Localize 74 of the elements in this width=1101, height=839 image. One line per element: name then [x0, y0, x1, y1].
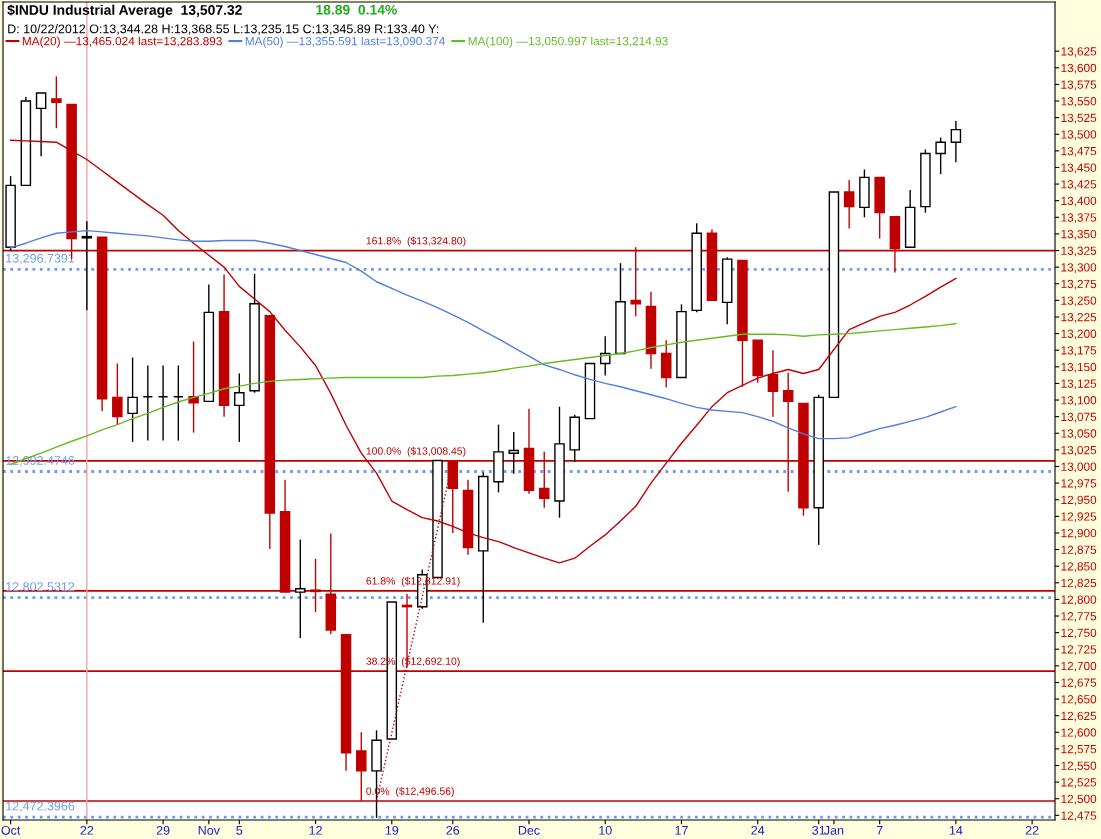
annotation: D: 10/22/2012 O:13,344.28 H:13,368.55 L:13,235.15 C:13,345.89 R:133.40 Y: — [8, 24, 439, 35]
y-tick-label: 13,175 — [1061, 346, 1097, 356]
y-tick-label: 13,450 — [1061, 163, 1097, 174]
y-tick-label: 13,150 — [1061, 362, 1097, 373]
y-tick-label: 12,600 — [1061, 728, 1097, 739]
y-tick-label: 12,500 — [1061, 794, 1097, 805]
y-tick-label: 12,975 — [1061, 479, 1097, 489]
y-tick-label: 12,525 — [1061, 778, 1097, 788]
x-tick-label: 29 — [156, 825, 170, 835]
y-tick-label: 12,750 — [1061, 628, 1097, 639]
y-tick-label: 13,100 — [1061, 396, 1097, 406]
y-tick-label: 12,650 — [1061, 695, 1097, 705]
y-tick-label: 13,475 — [1061, 146, 1097, 157]
x-tick-label: 12 — [309, 825, 322, 835]
y-tick-label: 13,400 — [1061, 196, 1097, 207]
y-tick-label: 13,625 — [1061, 47, 1097, 57]
x-tick-label: 31 — [812, 825, 826, 835]
x-tick-label: Oct — [1, 825, 21, 835]
chart-title: $INDU Industrial Average 13,507.32 — [7, 4, 242, 18]
y-tick-label: 13,600 — [1061, 63, 1097, 74]
y-tick-label: 13,525 — [1061, 113, 1097, 124]
x-tick-label: 10 — [599, 825, 612, 835]
y-tick-label: 13,325 — [1061, 246, 1097, 257]
y-tick-label: 12,950 — [1061, 495, 1097, 506]
y-tick-label: 13,050 — [1061, 429, 1097, 440]
y-tick-label: 13,300 — [1061, 263, 1097, 273]
y-tick-label: 13,575 — [1061, 80, 1097, 91]
y-tick-label: 12,675 — [1061, 678, 1097, 689]
x-tick-label: 7 — [876, 826, 883, 835]
y-tick-label: 13,000 — [1061, 462, 1097, 473]
ref-line-label: 100.0% ($13,008.45) — [366, 446, 466, 457]
ref-line-label: 161.8% ($13,324.80) — [366, 236, 466, 247]
y-tick-label: 13,075 — [1061, 412, 1097, 423]
y-tick-label: 13,275 — [1061, 279, 1097, 290]
legend-label: MA(20) —13,465.024 last=13,283.893 — [22, 36, 222, 48]
y-tick-label: 13,225 — [1061, 313, 1097, 323]
x-tick-label: 14 — [949, 826, 963, 835]
y-tick-label: 12,800 — [1061, 595, 1097, 606]
y-tick-label: 12,825 — [1061, 578, 1097, 589]
y-tick-label: 12,475 — [1061, 811, 1097, 822]
y-tick-label: 12,925 — [1061, 512, 1097, 523]
y-tick-label: 13,500 — [1061, 130, 1097, 141]
y-tick-label: 13,425 — [1061, 180, 1097, 190]
y-tick-label: 12,550 — [1061, 761, 1097, 772]
y-tick-label: 13,550 — [1061, 97, 1097, 107]
y-tick-label: 12,575 — [1061, 744, 1097, 755]
y-tick-label: 13,375 — [1061, 213, 1097, 224]
y-tick-label: 12,775 — [1061, 612, 1097, 622]
annotation: 18.89 0.14% — [316, 4, 397, 15]
y-tick-label: 13,125 — [1061, 379, 1097, 390]
x-tick-label: Nov — [198, 826, 220, 835]
x-tick-label: 5 — [236, 826, 243, 835]
x-tick-label: 22 — [80, 825, 94, 835]
x-tick-label: 24 — [751, 825, 765, 835]
x-tick-label: 22 — [1025, 825, 1039, 835]
x-tick-label: 17 — [675, 826, 688, 835]
y-tick-label: 13,250 — [1061, 296, 1097, 307]
y-tick-label: 13,350 — [1061, 229, 1097, 240]
x-tick-label: 26 — [446, 825, 460, 835]
y-tick-label: 12,625 — [1061, 711, 1097, 722]
ref-line-label: 12,472.3966 — [6, 801, 75, 812]
y-tick-label: 12,700 — [1061, 661, 1097, 672]
y-tick-label: 13,025 — [1061, 445, 1097, 456]
x-tick-label: 19 — [385, 825, 399, 835]
x-tick-label: Jan — [824, 826, 844, 835]
y-tick-label: 12,875 — [1061, 545, 1097, 556]
y-tick-label: 12,850 — [1061, 562, 1097, 572]
y-tick-label: 12,900 — [1061, 528, 1097, 539]
y-tick-label: 13,200 — [1061, 329, 1097, 340]
ref-line-label: 13,296.7391 — [6, 253, 75, 265]
legend-label: MA(100) —13,050.997 last=13,214.93 — [468, 36, 668, 48]
x-tick-label: Dec — [518, 826, 540, 835]
legend-label: MA(50) —13,355.591 last=13,090.374 — [245, 36, 445, 48]
y-tick-label: 12,725 — [1061, 645, 1097, 656]
